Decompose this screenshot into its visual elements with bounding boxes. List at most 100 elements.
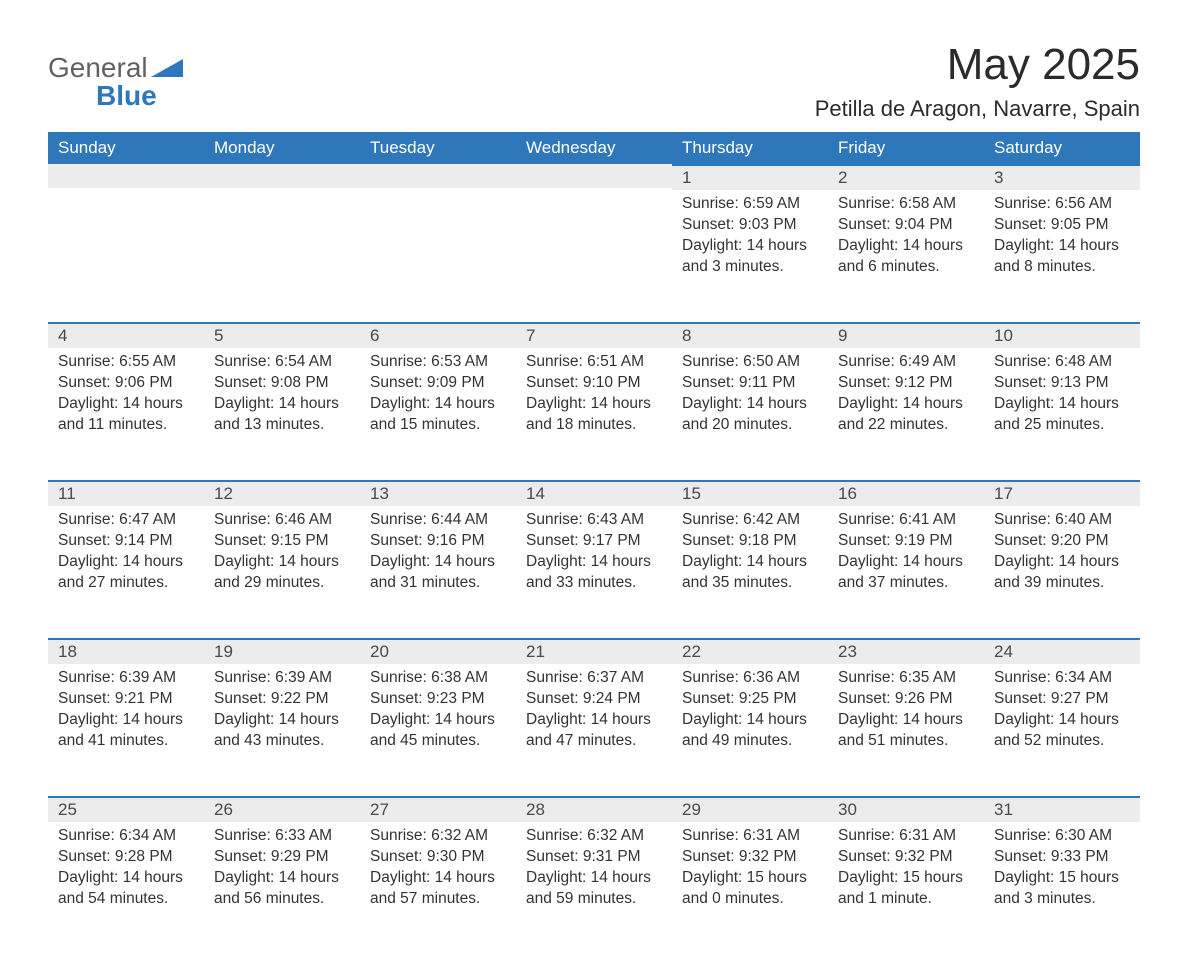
day-cell: Sunrise: 6:53 AMSunset: 9:09 PMDaylight:… bbox=[360, 348, 516, 480]
sunrise-text: Sunrise: 6:31 AM bbox=[838, 826, 974, 847]
weekday-header: Friday bbox=[828, 132, 984, 164]
daylight-text: Daylight: 14 hours and 39 minutes. bbox=[994, 552, 1130, 594]
day-cell: Sunrise: 6:34 AMSunset: 9:28 PMDaylight:… bbox=[48, 822, 204, 954]
brand-word-2: Blue bbox=[96, 82, 157, 110]
day-content: Sunrise: 6:53 AMSunset: 9:09 PMDaylight:… bbox=[360, 348, 516, 454]
day-content: Sunrise: 6:36 AMSunset: 9:25 PMDaylight:… bbox=[672, 664, 828, 770]
day-cell: Sunrise: 6:55 AMSunset: 9:06 PMDaylight:… bbox=[48, 348, 204, 480]
sunset-text: Sunset: 9:25 PM bbox=[682, 689, 818, 710]
sunset-text: Sunset: 9:06 PM bbox=[58, 373, 194, 394]
sunrise-text: Sunrise: 6:37 AM bbox=[526, 668, 662, 689]
day-cell: Sunrise: 6:42 AMSunset: 9:18 PMDaylight:… bbox=[672, 506, 828, 638]
sunrise-text: Sunrise: 6:53 AM bbox=[370, 352, 506, 373]
sunset-text: Sunset: 9:22 PM bbox=[214, 689, 350, 710]
sunset-text: Sunset: 9:31 PM bbox=[526, 847, 662, 868]
sunset-text: Sunset: 9:30 PM bbox=[370, 847, 506, 868]
sunset-text: Sunset: 9:17 PM bbox=[526, 531, 662, 552]
day-content: Sunrise: 6:54 AMSunset: 9:08 PMDaylight:… bbox=[204, 348, 360, 454]
sunrise-text: Sunrise: 6:36 AM bbox=[682, 668, 818, 689]
sunset-text: Sunset: 9:16 PM bbox=[370, 531, 506, 552]
day-content: Sunrise: 6:38 AMSunset: 9:23 PMDaylight:… bbox=[360, 664, 516, 770]
calendar-page: General Blue May 2025 Petilla de Aragon,… bbox=[0, 0, 1188, 918]
day-cell: Sunrise: 6:46 AMSunset: 9:15 PMDaylight:… bbox=[204, 506, 360, 638]
day-cell: Sunrise: 6:32 AMSunset: 9:31 PMDaylight:… bbox=[516, 822, 672, 954]
day-content: Sunrise: 6:48 AMSunset: 9:13 PMDaylight:… bbox=[984, 348, 1140, 454]
day-cell: Sunrise: 6:40 AMSunset: 9:20 PMDaylight:… bbox=[984, 506, 1140, 638]
sunset-text: Sunset: 9:05 PM bbox=[994, 215, 1130, 236]
day-cell: Sunrise: 6:30 AMSunset: 9:33 PMDaylight:… bbox=[984, 822, 1140, 954]
sunrise-text: Sunrise: 6:32 AM bbox=[526, 826, 662, 847]
weekday-header: Sunday bbox=[48, 132, 204, 164]
day-content: Sunrise: 6:47 AMSunset: 9:14 PMDaylight:… bbox=[48, 506, 204, 612]
day-number: 17 bbox=[984, 480, 1140, 506]
sunrise-text: Sunrise: 6:47 AM bbox=[58, 510, 194, 531]
weekday-header-row: SundayMondayTuesdayWednesdayThursdayFrid… bbox=[48, 132, 1140, 164]
day-content: Sunrise: 6:56 AMSunset: 9:05 PMDaylight:… bbox=[984, 190, 1140, 296]
day-number-empty bbox=[360, 164, 516, 188]
day-number: 21 bbox=[516, 638, 672, 664]
brand-triangle-icon bbox=[151, 54, 183, 82]
day-cell: Sunrise: 6:36 AMSunset: 9:25 PMDaylight:… bbox=[672, 664, 828, 796]
brand-logo-text: General Blue bbox=[48, 54, 183, 110]
sunset-text: Sunset: 9:04 PM bbox=[838, 215, 974, 236]
day-number: 11 bbox=[48, 480, 204, 506]
day-cell: Sunrise: 6:35 AMSunset: 9:26 PMDaylight:… bbox=[828, 664, 984, 796]
sunrise-text: Sunrise: 6:39 AM bbox=[58, 668, 194, 689]
day-content: Sunrise: 6:32 AMSunset: 9:30 PMDaylight:… bbox=[360, 822, 516, 928]
daylight-text: Daylight: 14 hours and 47 minutes. bbox=[526, 710, 662, 752]
day-number: 18 bbox=[48, 638, 204, 664]
day-number: 29 bbox=[672, 796, 828, 822]
day-number: 27 bbox=[360, 796, 516, 822]
day-content: Sunrise: 6:33 AMSunset: 9:29 PMDaylight:… bbox=[204, 822, 360, 928]
title-block: May 2025 Petilla de Aragon, Navarre, Spa… bbox=[815, 40, 1140, 122]
day-content: Sunrise: 6:35 AMSunset: 9:26 PMDaylight:… bbox=[828, 664, 984, 770]
brand-logo: General Blue bbox=[48, 40, 183, 110]
sunset-text: Sunset: 9:08 PM bbox=[214, 373, 350, 394]
sunset-text: Sunset: 9:27 PM bbox=[994, 689, 1130, 710]
sunrise-text: Sunrise: 6:42 AM bbox=[682, 510, 818, 531]
sunset-text: Sunset: 9:09 PM bbox=[370, 373, 506, 394]
sunset-text: Sunset: 9:12 PM bbox=[838, 373, 974, 394]
daylight-text: Daylight: 14 hours and 35 minutes. bbox=[682, 552, 818, 594]
daylight-text: Daylight: 14 hours and 8 minutes. bbox=[994, 236, 1130, 278]
day-number-empty bbox=[48, 164, 204, 188]
weekday-header: Wednesday bbox=[516, 132, 672, 164]
day-number: 7 bbox=[516, 322, 672, 348]
day-content: Sunrise: 6:30 AMSunset: 9:33 PMDaylight:… bbox=[984, 822, 1140, 928]
day-cell: Sunrise: 6:50 AMSunset: 9:11 PMDaylight:… bbox=[672, 348, 828, 480]
day-number: 4 bbox=[48, 322, 204, 348]
day-cell bbox=[204, 190, 360, 322]
sunrise-text: Sunrise: 6:55 AM bbox=[58, 352, 194, 373]
sunset-text: Sunset: 9:03 PM bbox=[682, 215, 818, 236]
day-number: 20 bbox=[360, 638, 516, 664]
daylight-text: Daylight: 14 hours and 27 minutes. bbox=[58, 552, 194, 594]
week-daynum-row: 45678910 bbox=[48, 322, 1140, 348]
daylight-text: Daylight: 14 hours and 13 minutes. bbox=[214, 394, 350, 436]
sunrise-text: Sunrise: 6:48 AM bbox=[994, 352, 1130, 373]
sunrise-text: Sunrise: 6:50 AM bbox=[682, 352, 818, 373]
sunrise-text: Sunrise: 6:41 AM bbox=[838, 510, 974, 531]
weekday-header: Saturday bbox=[984, 132, 1140, 164]
sunrise-text: Sunrise: 6:56 AM bbox=[994, 194, 1130, 215]
page-header: General Blue May 2025 Petilla de Aragon,… bbox=[48, 40, 1140, 122]
daylight-text: Daylight: 14 hours and 59 minutes. bbox=[526, 868, 662, 910]
day-cell: Sunrise: 6:32 AMSunset: 9:30 PMDaylight:… bbox=[360, 822, 516, 954]
day-content: Sunrise: 6:50 AMSunset: 9:11 PMDaylight:… bbox=[672, 348, 828, 454]
day-cell: Sunrise: 6:37 AMSunset: 9:24 PMDaylight:… bbox=[516, 664, 672, 796]
sunrise-text: Sunrise: 6:39 AM bbox=[214, 668, 350, 689]
day-content: Sunrise: 6:55 AMSunset: 9:06 PMDaylight:… bbox=[48, 348, 204, 454]
day-content: Sunrise: 6:39 AMSunset: 9:21 PMDaylight:… bbox=[48, 664, 204, 770]
daylight-text: Daylight: 14 hours and 31 minutes. bbox=[370, 552, 506, 594]
sunset-text: Sunset: 9:19 PM bbox=[838, 531, 974, 552]
sunset-text: Sunset: 9:33 PM bbox=[994, 847, 1130, 868]
day-number: 9 bbox=[828, 322, 984, 348]
daylight-text: Daylight: 14 hours and 6 minutes. bbox=[838, 236, 974, 278]
day-cell: Sunrise: 6:59 AMSunset: 9:03 PMDaylight:… bbox=[672, 190, 828, 322]
daylight-text: Daylight: 14 hours and 18 minutes. bbox=[526, 394, 662, 436]
day-cell: Sunrise: 6:39 AMSunset: 9:21 PMDaylight:… bbox=[48, 664, 204, 796]
day-cell: Sunrise: 6:38 AMSunset: 9:23 PMDaylight:… bbox=[360, 664, 516, 796]
daylight-text: Daylight: 14 hours and 20 minutes. bbox=[682, 394, 818, 436]
sunrise-text: Sunrise: 6:35 AM bbox=[838, 668, 974, 689]
day-cell bbox=[360, 190, 516, 322]
day-number: 28 bbox=[516, 796, 672, 822]
